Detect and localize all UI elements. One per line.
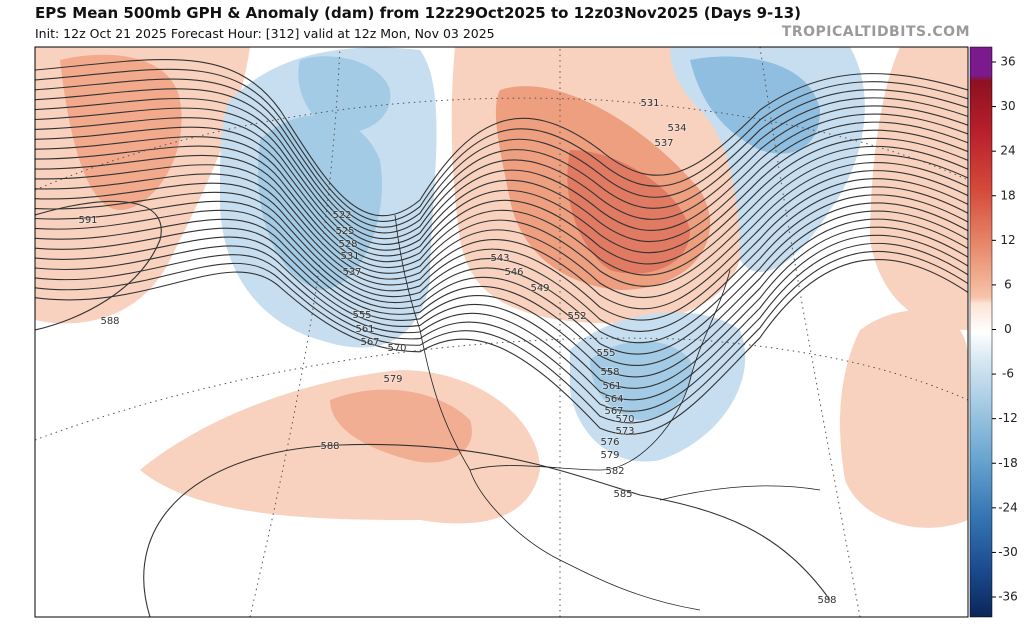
contour-label: 525 bbox=[335, 226, 354, 237]
contour-line bbox=[35, 210, 968, 366]
contour-line bbox=[35, 226, 968, 389]
colorbar bbox=[969, 46, 993, 618]
contour-line bbox=[35, 107, 968, 245]
colorbar-label: -12 bbox=[998, 411, 1018, 425]
contour-label: 522 bbox=[332, 210, 351, 221]
colorbar-label: 36 bbox=[1000, 55, 1015, 69]
map-field bbox=[35, 47, 968, 617]
contour-label: 579 bbox=[383, 374, 402, 385]
contour-line bbox=[35, 145, 968, 276]
subtitle: Init: 12z Oct 21 2025 Forecast Hour: [31… bbox=[35, 26, 495, 41]
contour-label: 537 bbox=[654, 138, 673, 149]
contour-line bbox=[35, 251, 968, 424]
contour-label: 579 bbox=[600, 450, 619, 461]
colorbar-label: -6 bbox=[1002, 367, 1014, 381]
contour-label: 588 bbox=[100, 316, 119, 327]
colorbar-label: 18 bbox=[1000, 188, 1015, 202]
watermark: TROPICALTIDBITS.COM bbox=[781, 24, 970, 40]
contour-line bbox=[143, 443, 831, 617]
contour-label: 552 bbox=[567, 311, 586, 322]
contour-line bbox=[35, 259, 968, 435]
contour-line bbox=[35, 136, 968, 265]
contour-label: 528 bbox=[338, 239, 357, 250]
title: EPS Mean 500mb GPH & Anomaly (dam) from … bbox=[35, 4, 801, 22]
contour-line bbox=[35, 186, 968, 332]
contour-line bbox=[35, 194, 968, 344]
colorbar-label: -30 bbox=[998, 545, 1018, 559]
contour-label: 534 bbox=[667, 123, 686, 134]
contour-line bbox=[35, 218, 968, 378]
contour-label: 558 bbox=[600, 367, 619, 378]
contour-line bbox=[35, 78, 968, 228]
colorbar-label: 24 bbox=[1000, 144, 1015, 158]
contour-line bbox=[35, 242, 968, 412]
colorbar-label: 30 bbox=[1000, 99, 1015, 113]
contour-label: 585 bbox=[613, 489, 632, 500]
contour-label: 531 bbox=[640, 98, 659, 109]
contour-label: 582 bbox=[605, 466, 624, 477]
contour-label: 555 bbox=[596, 348, 615, 359]
colorbar-label: -18 bbox=[998, 456, 1018, 470]
contour-label: 567 bbox=[604, 406, 623, 417]
contour-label: 570 bbox=[615, 414, 634, 425]
contour-line bbox=[35, 126, 968, 257]
contour-line bbox=[35, 234, 968, 401]
contour-line bbox=[35, 162, 968, 299]
contour-label: 561 bbox=[355, 324, 374, 335]
colorbar-label: -36 bbox=[998, 590, 1018, 604]
contour-line bbox=[35, 178, 968, 321]
contour-label: 561 bbox=[602, 381, 621, 392]
colorbar-label: 6 bbox=[1004, 277, 1012, 291]
contour-label: 537 bbox=[342, 267, 361, 278]
contour-label: 531 bbox=[340, 251, 359, 262]
contour-label: 549 bbox=[530, 283, 549, 294]
contour-line bbox=[35, 153, 968, 287]
contour-label: 588 bbox=[817, 595, 836, 606]
contour-line bbox=[35, 97, 968, 240]
contour-label: 576 bbox=[600, 437, 619, 448]
colorbar-label: 12 bbox=[1000, 233, 1015, 247]
colorbar-label: -24 bbox=[998, 500, 1018, 514]
contour-label: 543 bbox=[490, 253, 509, 264]
contour-label: 573 bbox=[615, 426, 634, 437]
contour-label: 570 bbox=[387, 343, 406, 354]
contour-label: 588 bbox=[320, 441, 339, 452]
colorbar-label: 0 bbox=[1004, 322, 1012, 336]
contour-line bbox=[35, 200, 162, 331]
contour-label: 555 bbox=[352, 310, 371, 321]
contour-line bbox=[35, 68, 968, 222]
contour-line bbox=[35, 88, 968, 234]
contour-line bbox=[35, 58, 968, 217]
contour-label: 546 bbox=[504, 267, 523, 278]
contour-line bbox=[35, 117, 968, 251]
contour-line bbox=[35, 202, 968, 355]
contour-label: 567 bbox=[360, 337, 379, 348]
contour-label: 564 bbox=[604, 394, 623, 405]
contour-line bbox=[35, 170, 968, 310]
contour-label: 591 bbox=[78, 215, 97, 226]
